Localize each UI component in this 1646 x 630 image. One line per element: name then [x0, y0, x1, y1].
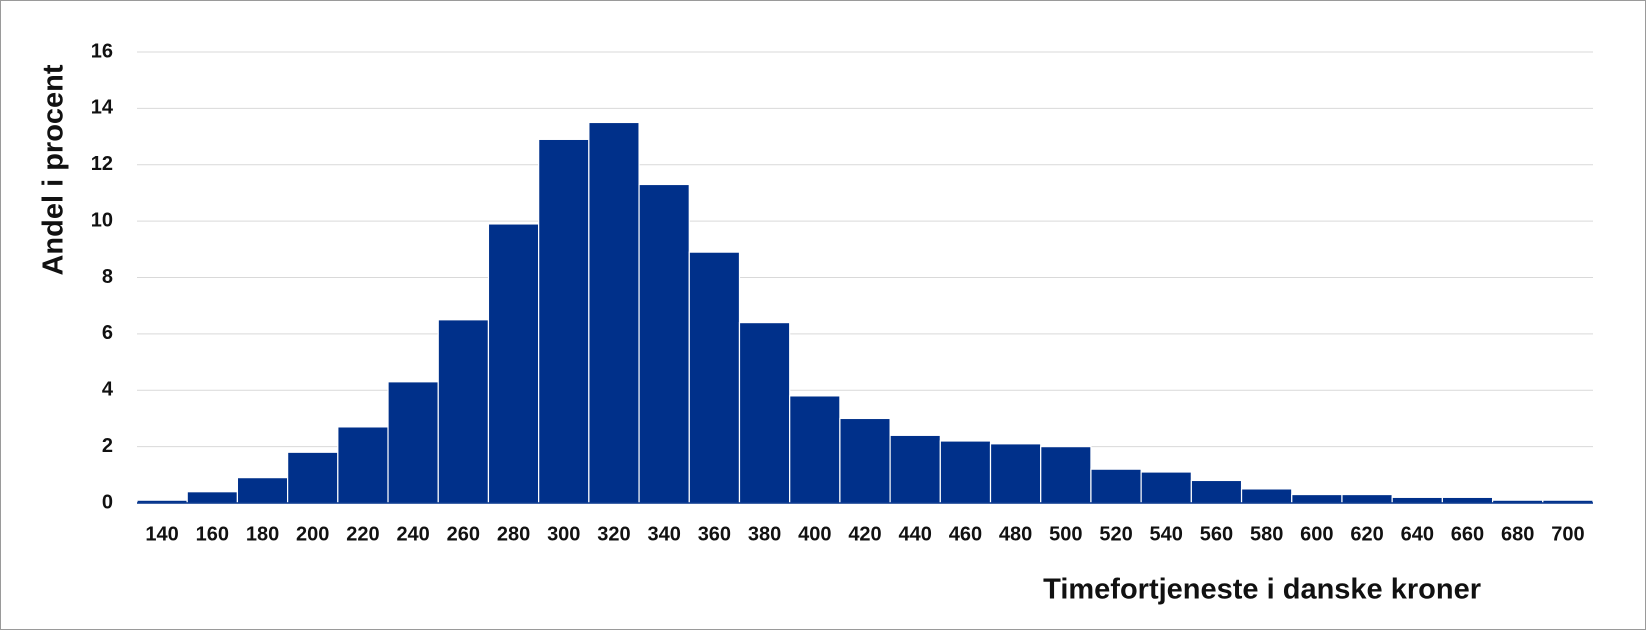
x-tick-label: 200	[296, 523, 329, 545]
bar	[337, 426, 389, 504]
bar	[287, 451, 339, 504]
y-tick-label: 16	[91, 40, 113, 62]
x-tick-label: 640	[1401, 523, 1434, 545]
y-tick-label: 6	[102, 322, 113, 344]
bar	[186, 491, 239, 504]
x-tick-label: 700	[1551, 523, 1584, 545]
bar	[1341, 493, 1393, 504]
x-tick-label: 280	[497, 523, 530, 545]
y-tick-label: 12	[91, 153, 113, 175]
x-tick-label: 380	[748, 523, 781, 545]
x-tick-label: 220	[346, 523, 379, 545]
x-tick-label: 620	[1350, 523, 1383, 545]
bar	[1391, 496, 1443, 504]
x-tick-label: 460	[949, 523, 982, 545]
x-tick-label: 400	[798, 523, 831, 545]
bar	[1040, 446, 1092, 504]
x-tick-label: 500	[1049, 523, 1082, 545]
bar	[1140, 471, 1192, 504]
y-tick-label: 4	[102, 379, 114, 401]
x-tick-label: 520	[1099, 523, 1132, 545]
bar	[1441, 496, 1494, 504]
bar	[738, 322, 791, 504]
bar	[437, 319, 490, 504]
x-tick-label: 600	[1300, 523, 1333, 545]
x-tick-label: 160	[196, 523, 229, 545]
x-tick-label: 300	[547, 523, 580, 545]
bar	[1090, 468, 1142, 504]
x-tick-label: 480	[999, 523, 1032, 545]
x-tick-label: 360	[698, 523, 731, 545]
x-tick-label: 420	[848, 523, 881, 545]
bar	[1240, 488, 1293, 504]
x-tick-label: 680	[1501, 523, 1534, 545]
x-tick-label: 140	[145, 523, 178, 545]
x-tick-label: 660	[1451, 523, 1484, 545]
bar	[889, 434, 941, 504]
x-axis-title: Timefortjeneste i danske kroner	[1043, 574, 1481, 606]
bar	[939, 440, 992, 504]
bar	[839, 417, 891, 504]
x-tick-label: 260	[447, 523, 480, 545]
x-tick-label: 440	[899, 523, 932, 545]
bar	[387, 381, 439, 504]
x-tick-label: 320	[597, 523, 630, 545]
bar	[487, 223, 540, 504]
y-tick-label: 2	[102, 435, 113, 457]
bar	[989, 443, 1042, 504]
y-axis-title: Andel i procent	[38, 64, 70, 275]
bar	[538, 138, 590, 504]
x-tick-label: 240	[396, 523, 429, 545]
y-tick-label: 8	[102, 266, 113, 288]
bar	[789, 395, 841, 504]
bar	[236, 477, 289, 504]
x-tick-label: 580	[1250, 523, 1283, 545]
bar	[1291, 493, 1343, 504]
bar	[638, 183, 690, 504]
bar	[1190, 479, 1243, 504]
x-tick-label: 340	[647, 523, 680, 545]
x-tick-label: 180	[246, 523, 279, 545]
bar	[588, 121, 640, 504]
y-tick-label: 10	[91, 209, 113, 231]
y-tick-label: 0	[102, 491, 113, 513]
x-tick-label: 560	[1200, 523, 1233, 545]
y-tick-label: 14	[91, 97, 114, 119]
bar	[688, 251, 741, 504]
x-tick-label: 540	[1150, 523, 1183, 545]
